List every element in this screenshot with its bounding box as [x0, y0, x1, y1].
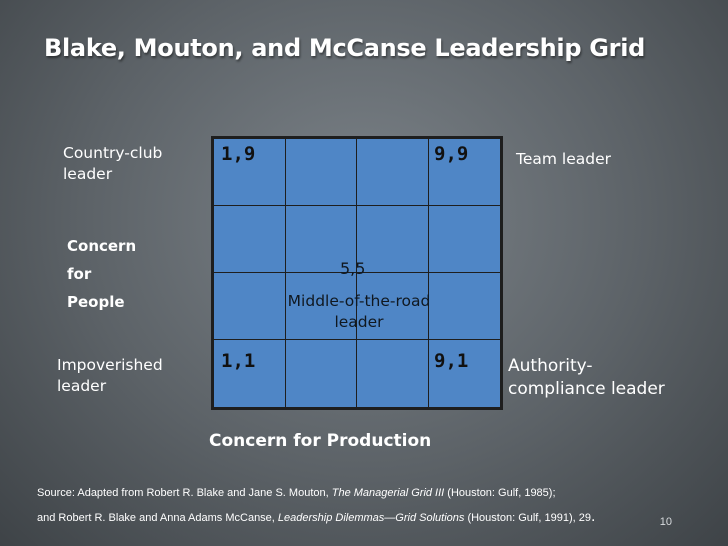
- source-line-2: and Robert R. Blake and Anna Adams McCan…: [37, 508, 595, 526]
- authority-compliance-label: Authority- compliance leader: [508, 355, 665, 401]
- country-club-line2: leader: [63, 165, 113, 183]
- team-leader-label: Team leader: [516, 150, 611, 168]
- page-number: 10: [659, 516, 672, 528]
- impoverished-line2: leader: [57, 377, 107, 395]
- grid-cell: [357, 340, 429, 407]
- coord-9-9: 9,9: [434, 143, 469, 165]
- grid-cell: [286, 340, 357, 407]
- middle-line1: Middle-of-the-road: [287, 292, 431, 310]
- grid-cell: [357, 273, 429, 340]
- impoverished-label: Impoverished leader: [57, 355, 163, 397]
- grid-cell: [428, 273, 500, 340]
- concern-line3: People: [67, 293, 125, 311]
- concern-line1: Concern: [67, 237, 137, 255]
- grid-cell: [214, 273, 286, 340]
- source-2-end: .: [590, 508, 596, 525]
- coord-1-1: 1,1: [221, 350, 256, 372]
- grid-cell: [285, 139, 357, 206]
- coord-1-9: 1,9: [221, 143, 256, 165]
- grid-cell: [285, 206, 357, 273]
- slide-title: Blake, Mouton, and McCanse Leadership Gr…: [44, 34, 646, 62]
- concern-for-production-label: Concern for Production: [209, 431, 432, 451]
- authority-line2: compliance leader: [508, 379, 665, 399]
- grid-cell: [357, 206, 429, 273]
- concern-line2: for: [67, 265, 92, 283]
- country-club-line1: Country-club: [63, 144, 163, 162]
- middle-line2: leader: [334, 313, 384, 331]
- source-1-pre: Source: Adapted from Robert R. Blake and…: [37, 487, 332, 499]
- source-2-pre: and Robert R. Blake and Anna Adams McCan…: [37, 512, 278, 524]
- coord-5-5: 5,5: [340, 259, 366, 278]
- grid-cell: [285, 273, 357, 340]
- source-1-post: (Houston: Gulf, 1985);: [444, 487, 556, 499]
- grid-cell: [428, 139, 500, 206]
- source-1-title: The Managerial Grid III: [331, 487, 445, 499]
- coord-9-1: 9,1: [434, 350, 469, 372]
- grid-cell: [357, 139, 429, 206]
- impoverished-line1: Impoverished: [57, 356, 163, 374]
- authority-line1: Authority-: [508, 356, 593, 376]
- source-line-1: Source: Adapted from Robert R. Blake and…: [37, 487, 556, 499]
- grid-cell: [214, 139, 286, 206]
- source-2-title: Leadership Dilemmas—Grid Solutions: [277, 512, 465, 524]
- grid-cell: [428, 206, 500, 273]
- grid-cell: [214, 340, 286, 407]
- source-2-post: (Houston: Gulf, 1991), 29: [464, 512, 591, 524]
- leadership-grid: [211, 136, 503, 410]
- concern-for-people-label: Concern for People: [67, 232, 136, 316]
- grid-cell: [214, 206, 286, 273]
- country-club-label: Country-club leader: [63, 143, 162, 185]
- middle-of-the-road-label: Middle-of-the-road leader: [262, 291, 456, 333]
